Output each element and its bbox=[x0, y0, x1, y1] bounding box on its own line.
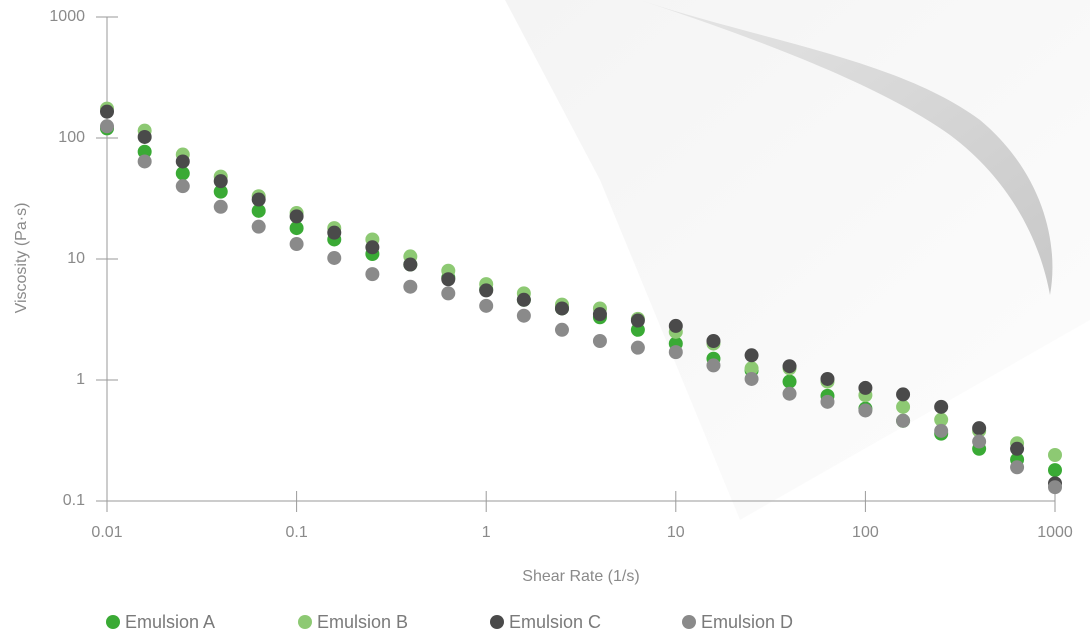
data-point bbox=[896, 387, 910, 401]
data-point bbox=[783, 387, 797, 401]
data-point bbox=[783, 375, 797, 389]
data-point bbox=[365, 240, 379, 254]
data-point bbox=[100, 119, 114, 133]
data-point bbox=[290, 209, 304, 223]
data-point bbox=[1048, 448, 1062, 462]
data-point bbox=[669, 319, 683, 333]
data-point bbox=[669, 345, 683, 359]
x-tick-label: 0.1 bbox=[285, 524, 307, 541]
data-point bbox=[972, 435, 986, 449]
data-point bbox=[327, 226, 341, 240]
data-point bbox=[783, 359, 797, 373]
data-point bbox=[631, 341, 645, 355]
data-point bbox=[1048, 480, 1062, 494]
data-point bbox=[1010, 442, 1024, 456]
y-tick-label: 10 bbox=[67, 250, 85, 267]
legend-marker bbox=[298, 615, 312, 629]
data-point bbox=[441, 272, 455, 286]
data-point bbox=[1010, 460, 1024, 474]
data-point bbox=[138, 154, 152, 168]
x-axis-label: Shear Rate (1/s) bbox=[522, 568, 639, 585]
legend-label: Emulsion B bbox=[317, 612, 408, 632]
legend-marker bbox=[106, 615, 120, 629]
data-point bbox=[555, 323, 569, 337]
data-point bbox=[972, 421, 986, 435]
data-point bbox=[176, 154, 190, 168]
y-tick-label: 100 bbox=[58, 129, 85, 146]
data-point bbox=[555, 301, 569, 315]
data-point bbox=[403, 258, 417, 272]
data-point bbox=[365, 267, 379, 281]
data-point bbox=[479, 283, 493, 297]
data-point bbox=[706, 334, 720, 348]
chart: Shear Rate (1/s) Viscosity (Pa·s) 0.1110… bbox=[0, 0, 1090, 635]
data-point bbox=[327, 251, 341, 265]
data-point bbox=[820, 372, 834, 386]
data-point bbox=[858, 403, 872, 417]
x-tick-label: 0.01 bbox=[91, 524, 122, 541]
y-tick-label: 1000 bbox=[49, 8, 85, 25]
data-point bbox=[517, 309, 531, 323]
data-point bbox=[1048, 463, 1062, 477]
legend-marker bbox=[682, 615, 696, 629]
data-point bbox=[745, 372, 759, 386]
x-tick-label: 1 bbox=[482, 524, 491, 541]
legend-marker bbox=[490, 615, 504, 629]
data-point bbox=[441, 286, 455, 300]
data-point bbox=[290, 237, 304, 251]
data-point bbox=[176, 179, 190, 193]
data-point bbox=[214, 174, 228, 188]
data-point bbox=[517, 293, 531, 307]
data-point bbox=[934, 400, 948, 414]
data-point bbox=[896, 414, 910, 428]
data-point bbox=[479, 299, 493, 313]
data-point bbox=[745, 348, 759, 362]
data-point bbox=[176, 166, 190, 180]
data-point bbox=[252, 220, 266, 234]
x-tick-label: 100 bbox=[852, 524, 879, 541]
x-tick-label: 1000 bbox=[1037, 524, 1073, 541]
y-axis-label: Viscosity (Pa·s) bbox=[13, 203, 30, 314]
data-point bbox=[706, 358, 720, 372]
background-decoration bbox=[505, 0, 1090, 520]
data-point bbox=[631, 314, 645, 328]
legend-label: Emulsion C bbox=[509, 612, 601, 632]
data-point bbox=[593, 334, 607, 348]
data-point bbox=[403, 280, 417, 294]
data-point bbox=[896, 400, 910, 414]
x-tick-label: 10 bbox=[667, 524, 685, 541]
legend-label: Emulsion A bbox=[125, 612, 215, 632]
data-point bbox=[593, 307, 607, 321]
legend-label: Emulsion D bbox=[701, 612, 793, 632]
data-point bbox=[138, 130, 152, 144]
data-point bbox=[820, 395, 834, 409]
data-point bbox=[858, 381, 872, 395]
data-point bbox=[214, 200, 228, 214]
y-tick-label: 1 bbox=[76, 371, 85, 388]
data-point bbox=[934, 424, 948, 438]
y-tick-label: 0.1 bbox=[63, 492, 85, 509]
data-point bbox=[100, 105, 114, 119]
data-point bbox=[252, 193, 266, 207]
